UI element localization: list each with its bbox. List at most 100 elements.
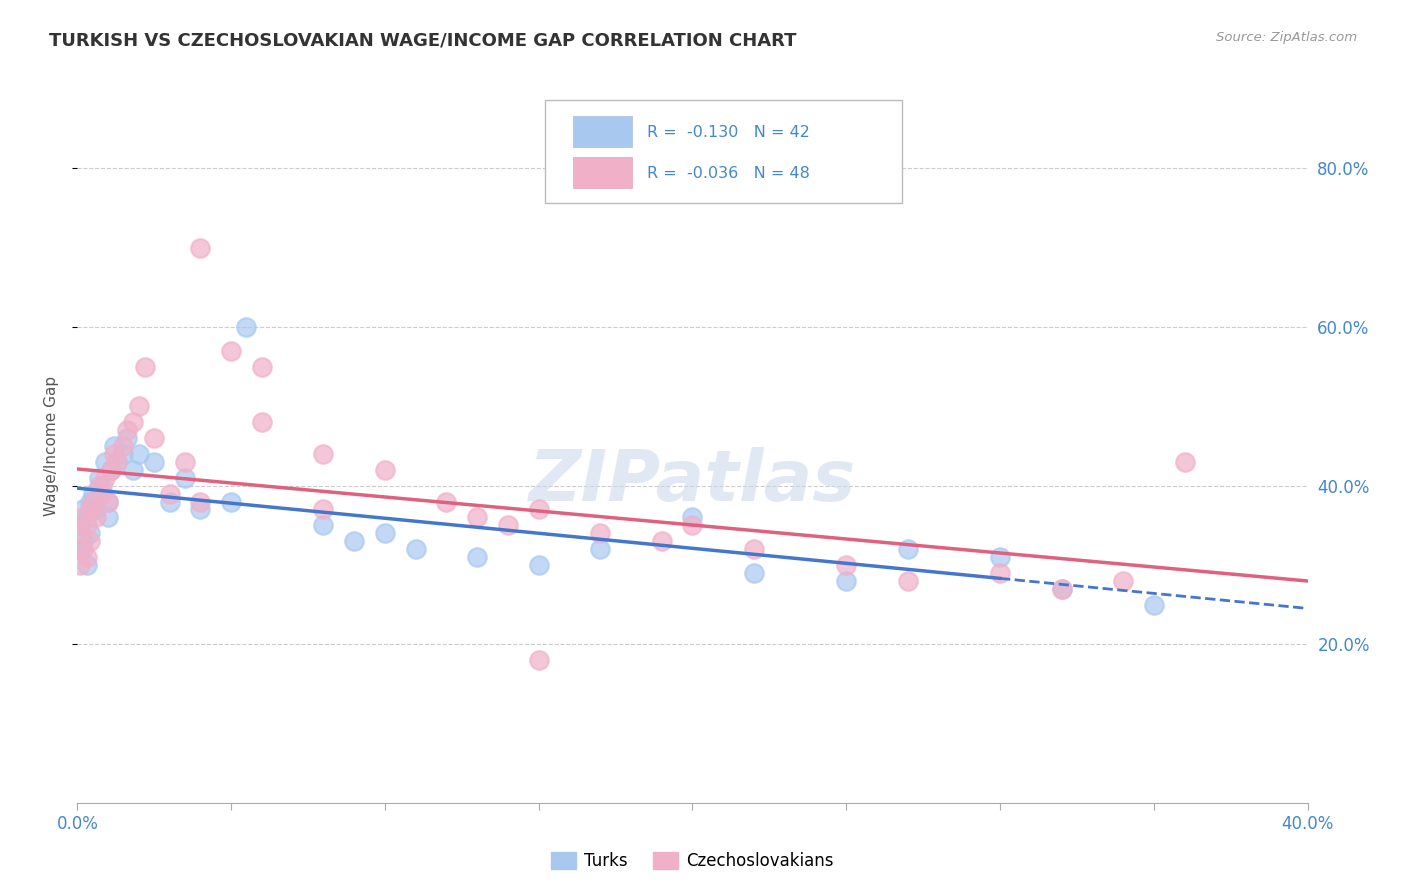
Point (988, 566, 1011, 580)
Point (742, 566, 765, 580)
Bar (574, 157, 633, 188)
Point (682, 518, 704, 533)
Point (115, 423, 138, 437)
Y-axis label: Wage/Income Gap: Wage/Income Gap (44, 376, 59, 516)
Point (1050, 582, 1073, 596)
Point (527, 653, 550, 667)
Point (90, 486, 114, 500)
Point (143, 431, 166, 445)
Point (143, 455, 166, 469)
Point (465, 510, 488, 524)
Point (69, 558, 91, 572)
Point (374, 526, 396, 541)
Point (82, 494, 104, 508)
Point (84, 502, 107, 516)
Point (97, 494, 120, 508)
Point (87, 478, 110, 492)
Point (79, 502, 101, 516)
Point (94, 455, 117, 469)
Point (69, 526, 91, 541)
Point (159, 486, 181, 500)
Point (835, 558, 858, 572)
Point (897, 574, 920, 588)
Point (76, 518, 98, 533)
Point (128, 447, 150, 461)
Point (103, 447, 125, 461)
Point (69, 518, 91, 533)
Point (79, 534, 101, 549)
Point (1174, 455, 1197, 469)
Text: R =  -0.036   N = 48: R = -0.036 N = 48 (647, 166, 810, 181)
Text: Source: ZipAtlas.com: Source: ZipAtlas.com (1216, 31, 1357, 45)
Bar (574, 116, 633, 147)
Point (159, 494, 181, 508)
Text: TURKISH VS CZECHOSLOVAKIAN WAGE/INCOME GAP CORRELATION CHART: TURKISH VS CZECHOSLOVAKIAN WAGE/INCOME G… (49, 31, 797, 49)
Point (651, 534, 673, 549)
Point (76, 549, 98, 564)
Point (1112, 574, 1135, 588)
Point (97, 510, 120, 524)
Point (103, 439, 125, 453)
Point (1050, 582, 1073, 596)
Point (312, 518, 335, 533)
Point (312, 502, 335, 516)
Point (121, 415, 143, 429)
Point (988, 549, 1011, 564)
Point (312, 447, 335, 461)
Point (115, 431, 138, 445)
Point (134, 359, 156, 374)
Point (87, 471, 110, 485)
Point (250, 415, 273, 429)
Point (405, 542, 427, 557)
Point (69, 542, 91, 557)
Legend: Turks, Czechoslovakians: Turks, Czechoslovakians (544, 845, 841, 877)
Point (84, 510, 107, 524)
Point (835, 574, 858, 588)
Point (589, 542, 612, 557)
Point (589, 526, 612, 541)
Point (105, 455, 128, 469)
Point (174, 471, 197, 485)
Point (235, 320, 257, 334)
Point (188, 241, 212, 255)
Point (100, 463, 122, 477)
Point (174, 455, 197, 469)
Point (527, 558, 550, 572)
Point (219, 494, 242, 508)
Point (1143, 598, 1166, 612)
Point (90, 478, 114, 492)
Text: R =  -0.130   N = 42: R = -0.130 N = 42 (647, 125, 810, 140)
Point (105, 455, 128, 469)
Text: ZIPatlas: ZIPatlas (529, 447, 856, 516)
Point (97, 494, 120, 508)
Point (128, 400, 150, 414)
Point (100, 463, 122, 477)
Point (72, 542, 94, 557)
Point (527, 502, 550, 516)
Point (897, 542, 920, 557)
Point (76, 510, 98, 524)
Point (94, 471, 117, 485)
Point (112, 447, 135, 461)
FancyBboxPatch shape (546, 100, 901, 203)
Point (742, 542, 765, 557)
Point (79, 526, 101, 541)
Point (188, 494, 212, 508)
Point (188, 502, 212, 516)
Point (436, 494, 458, 508)
Point (219, 343, 242, 358)
Point (682, 510, 704, 524)
Point (250, 359, 273, 374)
Point (121, 463, 143, 477)
Point (72, 534, 94, 549)
Point (72, 510, 94, 524)
Point (76, 558, 98, 572)
Point (82, 486, 104, 500)
Point (112, 439, 135, 453)
Point (79, 494, 101, 508)
Point (496, 518, 519, 533)
Point (343, 534, 366, 549)
Point (465, 549, 488, 564)
Point (72, 502, 94, 516)
Point (374, 463, 396, 477)
